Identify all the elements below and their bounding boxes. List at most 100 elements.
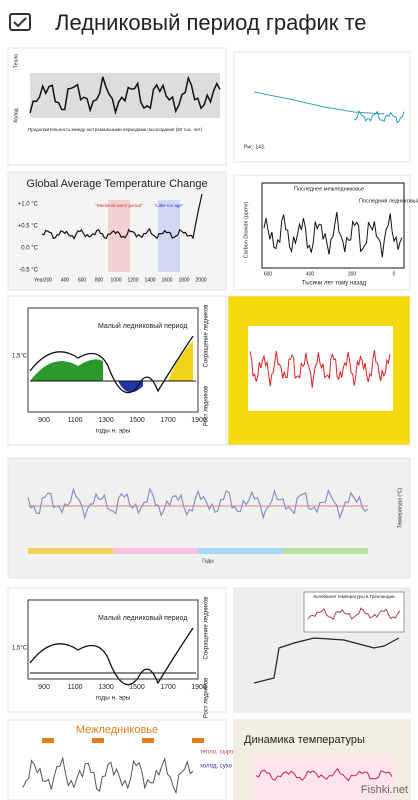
thumb-text: 200 — [44, 277, 53, 283]
result-thumbnail[interactable] — [227, 295, 411, 446]
thumb-text: 1,5°C — [12, 354, 28, 360]
result-thumbnail[interactable]: Колебания температуры в Гренландии — [233, 587, 411, 713]
thumb-text: 400 — [61, 277, 70, 283]
header: Ледниковый период график те — [9, 0, 418, 46]
thumb-text: "Little Ice age" — [155, 203, 184, 208]
result-thumbnail[interactable]: Global Average Temperature Change +1.0 °C… — [7, 171, 227, 291]
thumb-bg — [7, 587, 227, 713]
thumb-text: 400 — [306, 271, 315, 277]
thumb-text: 600 — [78, 277, 87, 283]
period-marker — [92, 738, 104, 743]
result-thumbnail[interactable]: Последнее межледниковье Последний леднико… — [233, 174, 418, 291]
thumb-text: Global Average Temperature Change — [26, 178, 207, 190]
thumb-text: +0.5 °C — [18, 224, 39, 230]
thumb-text: 1200 — [127, 277, 138, 283]
thumb-text: Колебания температуры в Гренландии — [313, 594, 395, 599]
thumb-text: 0.0 °C — [21, 246, 38, 252]
title-fade — [360, 0, 418, 46]
curve — [29, 75, 221, 116]
thumb-text: 1700 — [160, 417, 176, 424]
thumb-text: 1600 — [161, 277, 172, 283]
period-marker — [42, 738, 54, 743]
period-marker — [192, 738, 204, 743]
thumb-text: 1500 — [129, 684, 145, 691]
thumb-bg — [7, 457, 411, 579]
thumb-text: Последний ледниковый период — [359, 197, 418, 204]
thumb-text: "Medieval warm period" — [95, 203, 143, 208]
result-thumbnail[interactable]: Тепло Холод Продолжительность между экстре… — [7, 47, 227, 166]
hatch-band — [30, 73, 220, 118]
green-area — [30, 359, 103, 381]
axes — [27, 599, 199, 680]
yellow-area — [168, 341, 193, 381]
thumb-bg — [7, 719, 227, 800]
thumb-text: 1900 — [191, 417, 207, 424]
thumb-text: Рис. 143. — [244, 144, 265, 150]
thumb-text: 1400 — [144, 277, 155, 283]
era-band — [28, 548, 113, 554]
thumb-text: Годы — [202, 558, 214, 564]
curve — [29, 627, 194, 686]
thumb-text: Carbon Dioxide (ppmv) — [243, 202, 249, 259]
thumb-text: годы н. эры — [96, 695, 131, 702]
thumb-text: 0 — [393, 271, 396, 277]
result-thumbnail[interactable]: Рис. 143. — [233, 51, 411, 163]
thumb-text: Межледниковье — [76, 724, 158, 736]
thumb-text: Сокращение ледников — [204, 597, 210, 660]
curve — [249, 350, 391, 388]
curve — [353, 109, 405, 124]
result-thumbnail[interactable]: Годы Температура (°C) — [7, 457, 411, 579]
thumb-text: 1700 — [160, 684, 176, 691]
thumb-text: 1900 — [191, 684, 207, 691]
curve — [253, 637, 400, 684]
thumb-text: 800 — [95, 277, 104, 283]
curve — [27, 487, 369, 520]
thumb-text: Тепло — [13, 54, 19, 68]
watermark: Fishki.net — [361, 784, 408, 796]
curve — [255, 767, 393, 782]
blue-area — [118, 381, 143, 393]
thumb-text: 1300 — [98, 684, 114, 691]
thumb-text: Малый ледниковый период — [98, 614, 187, 622]
check-icon[interactable] — [9, 13, 31, 31]
thumb-text: 1100 — [67, 417, 82, 424]
thumb-text: Year — [34, 277, 44, 283]
thumb-text: 1100 — [67, 684, 82, 691]
thumb-text: Сокращение ледников — [204, 305, 210, 368]
result-thumbnail[interactable]: 1,5°C Малый ледниковый период 900 1100 1300 1… — [7, 587, 227, 719]
curve — [41, 193, 203, 240]
result-thumbnail[interactable]: Межледниковье тепло, сыро холод, сухо — [7, 719, 234, 800]
thumb-text: Последнее межледниковье — [294, 186, 364, 192]
thumb-text: годы н. эры — [96, 428, 131, 435]
curve — [253, 91, 385, 115]
axes — [27, 307, 199, 413]
thumb-text: Температура (°C) — [397, 487, 403, 528]
shade-red — [108, 200, 130, 272]
thumb-text: Рост ледников — [204, 386, 210, 427]
thumb-text: 900 — [38, 684, 50, 691]
thumb-text: 1800 — [178, 277, 189, 283]
thumb-text: тепло, сыро — [200, 750, 234, 756]
era-band — [283, 548, 368, 554]
thumb-text: 900 — [38, 417, 50, 424]
thumb-text: 600 — [264, 271, 273, 277]
search-title[interactable]: Ледниковый период график те — [55, 10, 367, 35]
curve — [263, 211, 403, 258]
thumb-text: Рост ледников — [204, 678, 210, 719]
thumb-text: холод, сухо — [200, 764, 233, 770]
thumb-text: Малый ледниковый период — [98, 322, 187, 330]
thumb-text: Продолжительность между экстремальными п… — [28, 127, 203, 132]
thumb-text: 1,5°C — [12, 646, 28, 652]
thumb-text: 200 — [348, 271, 357, 277]
curve — [22, 756, 194, 795]
thumb-text: 1300 — [98, 417, 114, 424]
thumb-text: +1.0 °C — [18, 202, 39, 208]
thumb-text: -0.5 °C — [19, 268, 38, 274]
result-thumbnail[interactable]: 1,5°C Малый ледниковый период 900 1100 1300 1… — [7, 295, 227, 446]
thumb-text: Динамика температуры — [244, 734, 365, 746]
axes — [261, 182, 405, 269]
thumb-text: 1500 — [129, 417, 145, 424]
result-thumbnail[interactable]: Динамика температуры — [233, 719, 411, 800]
era-band — [198, 548, 283, 554]
